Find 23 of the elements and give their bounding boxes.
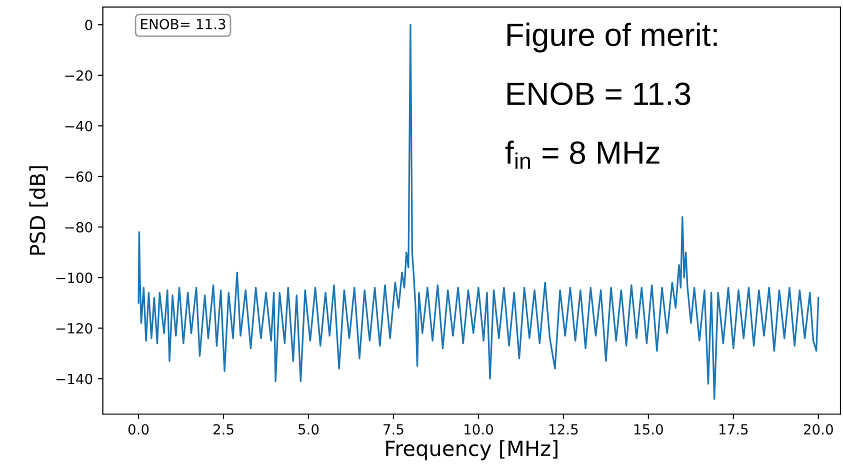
y-tick-label: −100: [56, 272, 92, 284]
y-tick-label: 0: [85, 20, 92, 30]
y-tick-label: −60: [65, 171, 92, 182]
x-tick-label: 0.0: [128, 424, 149, 435]
x-axis-title: Frequency [MHz]: [386, 440, 558, 460]
y-tick-label: −120: [56, 323, 92, 334]
annotation: f$_{in}$ = 8 MHz: [505, 140, 660, 169]
y-axis-title: PSD [dB]: [29, 166, 48, 255]
annotation: ENOB= 11.3: [141, 18, 226, 30]
annotation: Figure of merit:: [507, 22, 717, 52]
x-tick-label: 20.0: [804, 424, 833, 435]
y-tick-label: −20: [65, 70, 92, 81]
x-tick-label: 7.5: [384, 424, 404, 435]
y-tick-label: −80: [65, 222, 92, 232]
y-tick-label: −140: [56, 374, 92, 384]
x-tick-label: 17.5: [719, 424, 748, 435]
y-tick-label: −40: [65, 120, 92, 132]
x-tick-label: 10.0: [464, 424, 493, 435]
x-tick-label: 2.5: [213, 424, 234, 435]
annotation: ENOB = 11.3: [507, 82, 690, 106]
x-tick-label: 12.5: [550, 424, 578, 435]
x-tick-label: 5.0: [298, 424, 319, 435]
x-tick-label: 15.0: [634, 424, 663, 435]
